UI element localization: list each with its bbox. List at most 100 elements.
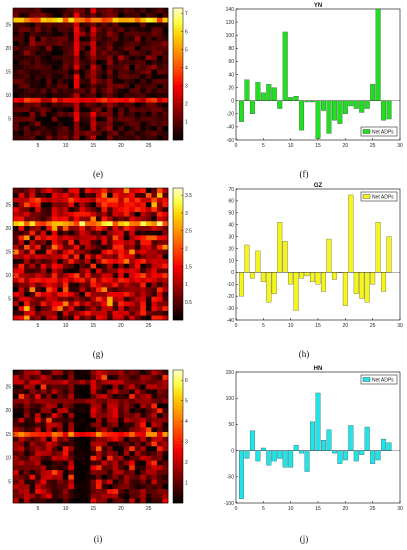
heatmap-cell [129, 22, 136, 28]
heatmap-cell [13, 130, 19, 136]
heatmap-cell [29, 50, 36, 56]
heatmap-cell [35, 282, 41, 288]
heatmap-cell [40, 310, 47, 316]
heatmap-cell [62, 74, 69, 80]
heatmap-cell [51, 64, 58, 70]
heatmap-cell [24, 272, 30, 278]
heatmap-cell [24, 493, 30, 499]
x-tick-label: 30 [397, 143, 403, 149]
heatmap-cell [90, 97, 97, 103]
colorbar-segment [173, 478, 183, 482]
heatmap-cell [18, 116, 25, 122]
heatmap-cell [123, 12, 130, 18]
heatmap-cell [140, 59, 147, 65]
heatmap-cell [13, 78, 19, 84]
heatmap-cell [134, 221, 141, 227]
heatmap-cell [140, 310, 147, 316]
heatmap-cell [145, 102, 152, 108]
heatmap-cell [24, 398, 30, 404]
heatmap-cell [51, 436, 58, 442]
heatmap-cell [73, 287, 80, 293]
heatmap-cell [107, 17, 113, 23]
colorbar-segment [173, 498, 183, 502]
heatmap-cell [18, 393, 25, 399]
heatmap-cell [84, 192, 91, 198]
heatmap-cell [24, 55, 30, 61]
colorbar-segment [173, 87, 183, 90]
heatmap-cell [57, 206, 64, 212]
heatmap-cell [112, 417, 119, 423]
heatmap-cell [123, 244, 130, 250]
heatmap-cell [140, 455, 147, 461]
heatmap-cell [134, 389, 141, 395]
heatmap-cell [112, 8, 119, 14]
heatmap-cell [46, 206, 53, 212]
x-tick-label: 25 [370, 506, 376, 512]
heatmap-cell [140, 216, 147, 222]
heatmap-cell [129, 107, 136, 113]
heatmap-cell [35, 102, 41, 108]
colorbar-tick-label: 6 [185, 29, 188, 35]
heatmap-cell [84, 291, 91, 297]
heatmap-cell [118, 389, 125, 395]
heatmap-cell [79, 59, 86, 65]
heatmap-cell [35, 74, 41, 80]
heatmap-cell [79, 254, 86, 260]
heatmap-cell [68, 408, 75, 414]
heatmap-cell [46, 310, 53, 316]
heatmap-cell [134, 446, 141, 452]
heatmap-cell [90, 412, 97, 418]
heatmap-cell [134, 479, 141, 485]
heatmap-cell [46, 417, 53, 423]
heatmap-cell [46, 441, 53, 447]
y-tick-label: 120 [226, 20, 235, 26]
heatmap-cell [40, 206, 47, 212]
heatmap-cell [107, 263, 113, 269]
heatmap-cell [18, 446, 25, 452]
heatmap-cell [107, 135, 113, 141]
heatmap-cell [123, 296, 130, 302]
heatmap-cell [129, 417, 136, 423]
heatmap-cell [96, 59, 102, 65]
heatmap-cell [96, 374, 102, 380]
heatmap-cell [29, 379, 36, 385]
heatmap-cell [18, 202, 25, 208]
heatmap-cell [118, 225, 125, 231]
heatmap-cell [18, 206, 25, 212]
heatmap-cell [68, 469, 75, 475]
heatmap-cell [35, 97, 41, 103]
heatmap-cell [35, 50, 41, 56]
heatmap-cell [35, 239, 41, 245]
heatmap-cell [62, 403, 69, 409]
heatmap-cell [29, 239, 36, 245]
heatmap-cell [73, 230, 80, 236]
heatmap-cell [62, 192, 69, 198]
heatmap-cell [134, 374, 141, 380]
heatmap-cell [151, 41, 158, 47]
heatmap-cell [13, 197, 19, 203]
heatmap-cell [101, 55, 108, 61]
heatmap-cell [140, 408, 147, 414]
heatmap-cell [96, 55, 102, 61]
heatmap-cell [35, 455, 41, 461]
heatmap-cell [140, 17, 147, 23]
heatmap-cell [46, 111, 53, 117]
heatmap-cell [118, 45, 125, 51]
heatmap-cell [29, 130, 36, 136]
heatmap-cell [151, 230, 158, 236]
heatmap-cell [134, 74, 141, 80]
heatmap-cell [13, 225, 19, 231]
heatmap-cell [24, 422, 30, 428]
heatmap-cell [151, 31, 158, 37]
heatmap-cell [68, 498, 75, 504]
legend-label: Net ADPs [372, 194, 394, 200]
y-tick-label: -20 [227, 112, 234, 118]
bar [310, 421, 315, 451]
heatmap-cell [73, 45, 80, 51]
y-tick-label: 25 [5, 202, 11, 208]
heatmap-cell [96, 455, 102, 461]
heatmap-cell [112, 230, 119, 236]
heatmap-cell [73, 389, 80, 395]
colorbar-segment [173, 126, 183, 130]
heatmap-cell [156, 460, 163, 466]
